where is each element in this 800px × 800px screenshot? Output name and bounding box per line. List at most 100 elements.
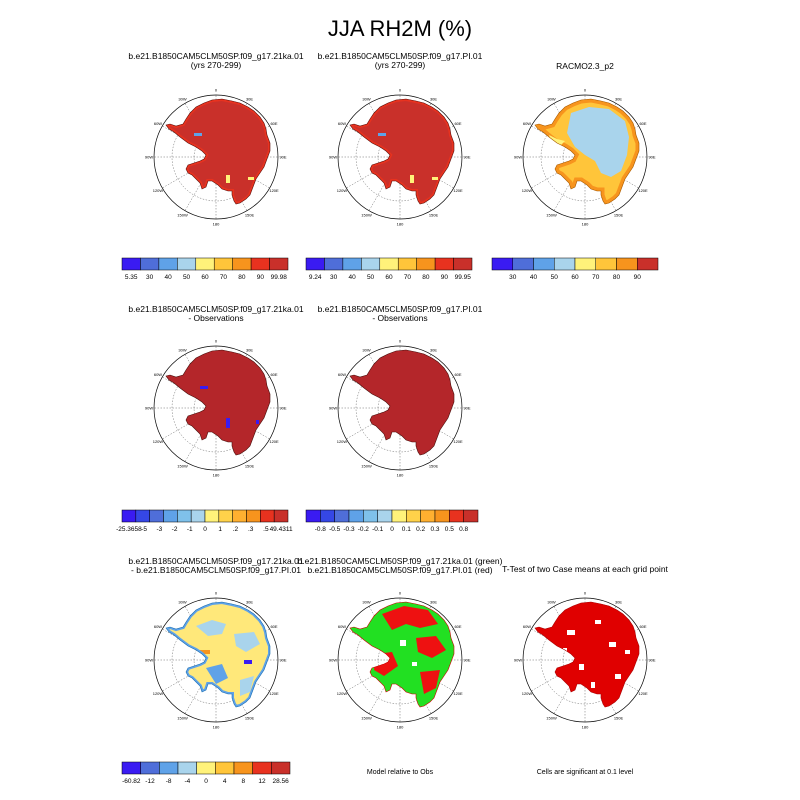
longitude-label: 0 bbox=[399, 88, 402, 93]
colorbar-box bbox=[233, 761, 253, 775]
colorbar-tick-label: 40 bbox=[530, 274, 538, 281]
longitude-label: 90E bbox=[648, 658, 655, 663]
colorbar-box bbox=[554, 257, 576, 271]
longitude-label: 60W bbox=[338, 372, 346, 377]
colorbar-casediff: -60.82 -12 -8 -4 0 4 8 12 28.56 bbox=[121, 761, 291, 785]
longitude-label: 30W bbox=[362, 347, 370, 352]
colorbar-tick-label: -0.3 bbox=[343, 526, 355, 533]
longitude-label: 120W bbox=[153, 188, 164, 193]
nonsignificant-gap bbox=[625, 650, 630, 654]
colorbar-box bbox=[158, 257, 178, 271]
coastline bbox=[165, 98, 271, 205]
longitude-label: 120W bbox=[337, 691, 348, 696]
longitude-label: 150W bbox=[177, 464, 188, 469]
panel-title-obs: RACMO2.3_p2 bbox=[556, 61, 614, 71]
longitude-label: 30E bbox=[430, 599, 437, 604]
longitude-label: 150W bbox=[546, 213, 557, 218]
longitude-label: 60E bbox=[454, 372, 461, 377]
colorbar-tick-label: 0.1 bbox=[402, 526, 411, 533]
longitude-label: 90W bbox=[514, 155, 522, 160]
colorbar-tick-label: 99.98 bbox=[271, 274, 288, 281]
colorbar-tick-label: -5 bbox=[141, 526, 147, 533]
coastline bbox=[534, 601, 640, 708]
longitude-label: 0 bbox=[584, 88, 587, 93]
map-diff1: 0 30E 60E 90E 120E 150E 180 150W 120W 90W 60W 30W bbox=[145, 339, 287, 478]
colorbar-box bbox=[361, 257, 381, 271]
colorbar-tick-label: 50 bbox=[367, 274, 375, 281]
longitude-label: 60W bbox=[338, 624, 346, 629]
colorbar-tick-label: 30 bbox=[146, 274, 154, 281]
colorbar-box bbox=[305, 257, 325, 271]
longitude-label: 90E bbox=[463, 155, 470, 160]
antarctica-field bbox=[166, 350, 270, 455]
colorbar-tick-label: -60.82 bbox=[122, 778, 141, 785]
note-relative: Model relative to Obs bbox=[366, 769, 434, 776]
longitude-label: 30E bbox=[430, 96, 437, 101]
colorbar-box bbox=[159, 761, 179, 775]
colorbar-box bbox=[204, 509, 220, 523]
negative-difference-region bbox=[196, 620, 226, 636]
colorbar-case2: 9.24 30 40 50 60 70 80 90 99.95 bbox=[305, 257, 473, 281]
longitude-label: 120E bbox=[453, 188, 463, 193]
colorbar-tick-label: 0 bbox=[390, 526, 394, 533]
longitude-label: 60W bbox=[338, 121, 346, 126]
colorbar-tick-label: -0.8 bbox=[315, 526, 327, 533]
low-value-patch bbox=[378, 133, 386, 136]
positive-difference-patch bbox=[200, 650, 210, 654]
longitude-label: 60E bbox=[270, 624, 277, 629]
coastline bbox=[165, 601, 271, 708]
colorbar-box bbox=[177, 761, 197, 775]
colorbar-diff2: -0.8 -0.5 -0.3 -0.2 -0.1 0 0.1 0.2 0.3 0.5 0.8 bbox=[305, 509, 479, 533]
colorbar-box bbox=[218, 509, 233, 523]
colorbar-box bbox=[379, 257, 399, 271]
longitude-label: 150E bbox=[245, 464, 255, 469]
longitude-label: 180 bbox=[213, 222, 220, 227]
colorbar-box bbox=[121, 761, 141, 775]
negative-patch bbox=[226, 418, 230, 428]
longitude-label: 90W bbox=[329, 155, 337, 160]
map-relative: 0 30E 60E 90E 120E 150E 180 150W 120W 90W 60W 30W bbox=[329, 591, 471, 730]
colorbar-tick-label: 80 bbox=[238, 274, 246, 281]
longitude-label: 120E bbox=[638, 188, 648, 193]
nonsignificant-gap bbox=[567, 630, 575, 635]
longitude-label: 0 bbox=[399, 591, 402, 596]
colorbar-box bbox=[616, 257, 638, 271]
colorbar-box bbox=[637, 257, 659, 271]
longitude-label: 150E bbox=[429, 213, 439, 218]
longitude-label: 120W bbox=[337, 188, 348, 193]
colorbar-tick-label: -3 bbox=[156, 526, 162, 533]
longitude-label: 60E bbox=[639, 624, 646, 629]
colorbar-tick-label: -0.2 bbox=[358, 526, 370, 533]
colorbar-box bbox=[397, 257, 417, 271]
longitude-label: 60E bbox=[454, 624, 461, 629]
longitude-label: 0 bbox=[215, 339, 218, 344]
colorbar-tick-label: 1 bbox=[218, 526, 222, 533]
colorbar-tick-label: 9.24 bbox=[309, 274, 322, 281]
longitude-label: 30E bbox=[615, 96, 622, 101]
map-casediff: 0 30E 60E 90E 120E 150E 180 150W 120W 90W 60W 30W bbox=[145, 591, 287, 730]
colorbar-box bbox=[260, 509, 275, 523]
coastline bbox=[534, 98, 640, 205]
longitude-label: 150E bbox=[429, 716, 439, 721]
longitude-label: 150W bbox=[361, 464, 372, 469]
antarctica-field bbox=[350, 99, 454, 204]
longitude-label: 150W bbox=[361, 213, 372, 218]
colorbar-tick-label: 0.8 bbox=[459, 526, 468, 533]
panel-title-casediff: b.e21.B1850CAM5CLM50SP.f09_g17.21ka.01- … bbox=[128, 556, 304, 575]
longitude-label: 30W bbox=[362, 96, 370, 101]
colorbar-box bbox=[215, 761, 235, 775]
colorbar-box bbox=[305, 509, 321, 523]
panel-title-diff1: b.e21.B1850CAM5CLM50SP.f09_g17.21ka.01- … bbox=[128, 304, 304, 323]
map-obs: 0 30E 60E 90E 120E 150E 180 150W 120W 90W 60W 30W bbox=[514, 88, 656, 227]
colorbar-box bbox=[342, 257, 362, 271]
longitude-label: 90E bbox=[463, 658, 470, 663]
colorbar-box bbox=[416, 257, 436, 271]
no-data-gap bbox=[412, 662, 417, 666]
colorbar-tick-label: 40 bbox=[164, 274, 172, 281]
colorbar-box bbox=[491, 257, 513, 271]
colorbar-box bbox=[363, 509, 378, 523]
panel-title-case1: b.e21.B1850CAM5CLM50SP.f09_g17.21ka.01 (y… bbox=[128, 51, 304, 70]
longitude-label: 180 bbox=[397, 473, 404, 478]
colorbar-box bbox=[271, 761, 291, 775]
colorbar-box bbox=[190, 509, 206, 523]
